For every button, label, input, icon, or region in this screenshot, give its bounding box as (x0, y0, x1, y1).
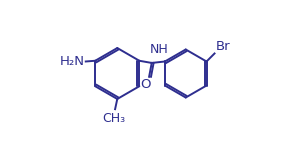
Text: O: O (140, 78, 151, 91)
Text: Br: Br (215, 40, 230, 53)
Text: CH₃: CH₃ (102, 112, 125, 125)
Text: NH: NH (150, 43, 168, 56)
Text: H₂N: H₂N (60, 55, 85, 68)
